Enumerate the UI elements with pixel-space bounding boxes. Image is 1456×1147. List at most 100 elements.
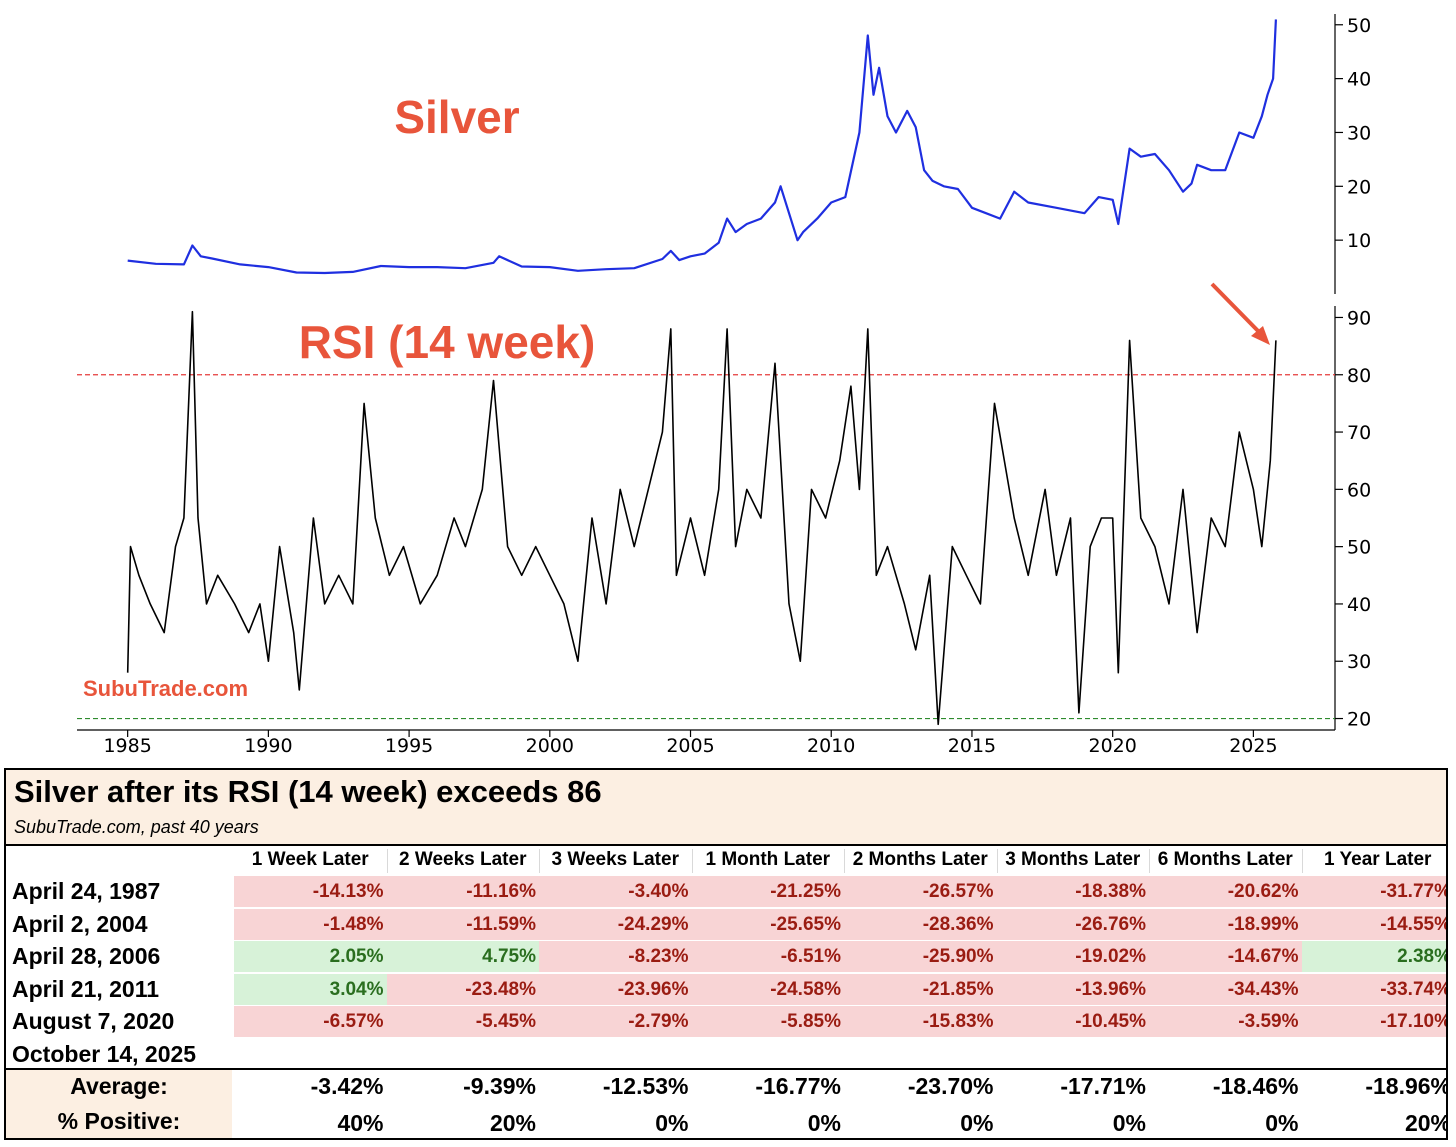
percent-positive-value: 0% bbox=[655, 1110, 689, 1136]
silver-price-line bbox=[127, 19, 1277, 275]
table-cell: -3.40% bbox=[539, 876, 692, 907]
table-cell: -5.45% bbox=[386, 1006, 539, 1038]
column-separator bbox=[1301, 849, 1303, 873]
average-value: -12.53% bbox=[602, 1073, 689, 1099]
x-tick-label: 2005 bbox=[666, 735, 714, 757]
average-value: -23.70% bbox=[907, 1073, 994, 1099]
rsi-y-tick-label: 30 bbox=[1347, 651, 1371, 673]
table-cell: -15.83% bbox=[844, 1006, 997, 1038]
row-date: April 21, 2011 bbox=[12, 975, 160, 1002]
column-header: 2 Weeks Later bbox=[399, 849, 527, 870]
table-cell: -28.36% bbox=[844, 908, 997, 940]
rsi-y-tick-label: 20 bbox=[1347, 709, 1371, 731]
row-date: October 14, 2025 bbox=[12, 1041, 197, 1067]
table-cell: -18.99% bbox=[1149, 908, 1302, 940]
table-cell: 2.05% bbox=[234, 941, 387, 973]
percent-positive-value: 0% bbox=[1112, 1110, 1146, 1136]
x-tick-label: 2000 bbox=[526, 735, 574, 757]
table-cell: 2.38% bbox=[1301, 941, 1446, 973]
x-tick-label: 2020 bbox=[1088, 735, 1136, 757]
average-value: -17.71% bbox=[1060, 1073, 1146, 1099]
table-cell: -18.38% bbox=[996, 876, 1149, 907]
table-cell: -14.55% bbox=[1301, 908, 1446, 940]
table-cell: -26.76% bbox=[996, 908, 1149, 940]
column-header: 1 Year Later bbox=[1324, 849, 1432, 870]
silver-y-tick-label: 30 bbox=[1347, 122, 1371, 144]
column-header: 3 Weeks Later bbox=[551, 849, 679, 870]
summary-label-column bbox=[6, 1070, 232, 1138]
rsi-line bbox=[126, 310, 1277, 726]
summary-divider bbox=[6, 1068, 1446, 1070]
column-header: 1 Month Later bbox=[705, 849, 831, 870]
x-tick-label: 1990 bbox=[244, 735, 292, 757]
rsi-y-tick-label: 90 bbox=[1347, 307, 1371, 329]
row-date: August 7, 2020 bbox=[12, 1008, 175, 1035]
table-cell: -23.96% bbox=[539, 973, 692, 1005]
table-cell: -11.16% bbox=[386, 876, 539, 907]
table-cell: -20.62% bbox=[1149, 876, 1302, 907]
column-separator bbox=[844, 849, 845, 873]
brand-watermark: SubuTrade.com bbox=[83, 676, 248, 701]
column-header: 3 Months Later bbox=[1005, 849, 1141, 870]
rsi-y-tick-label: 40 bbox=[1347, 594, 1371, 616]
silver-rsi-chart: 10 20 30 40 50 20 30 40 50 60 70 80 90 1985 1990 1995 20… bbox=[77, 14, 1371, 757]
silver-y-tick-label: 50 bbox=[1347, 15, 1371, 37]
x-tick-label: 2010 bbox=[807, 735, 855, 757]
percent-positive-value: 0% bbox=[807, 1110, 841, 1136]
average-value: -9.39% bbox=[463, 1073, 536, 1099]
table-cell: -11.59% bbox=[386, 908, 539, 940]
column-separator bbox=[386, 849, 388, 873]
table-cell: -21.25% bbox=[691, 876, 844, 907]
table-cell: -24.29% bbox=[539, 908, 692, 940]
header-divider bbox=[6, 844, 1446, 846]
silver-price-panel bbox=[127, 19, 1277, 275]
percent-positive-value: 0% bbox=[1265, 1110, 1299, 1136]
table-cell: -6.57% bbox=[234, 1006, 387, 1038]
silver-y-tick-label: 20 bbox=[1347, 176, 1371, 198]
average-value: -18.46% bbox=[1212, 1073, 1299, 1099]
column-header: 2 Months Later bbox=[852, 849, 988, 870]
table-cell: -25.65% bbox=[691, 908, 844, 940]
arrow-icon bbox=[1210, 282, 1270, 345]
column-header: 6 Months Later bbox=[1157, 849, 1293, 870]
table-cell: -17.10% bbox=[1301, 1006, 1446, 1038]
table-cell: -14.13% bbox=[234, 876, 387, 907]
rsi-y-tick-label: 50 bbox=[1347, 537, 1371, 559]
column-separator bbox=[1149, 849, 1150, 873]
table-cell: -26.57% bbox=[844, 876, 997, 907]
table-subtitle: SubuTrade.com, past 40 years bbox=[14, 817, 259, 837]
x-tick-label: 1985 bbox=[103, 735, 151, 757]
row-date: April 28, 2006 bbox=[12, 943, 161, 970]
table-header: Silver after its RSI (14 week) exceeds 8… bbox=[6, 770, 1446, 844]
column-separator bbox=[691, 849, 693, 873]
silver-y-tick-label: 40 bbox=[1347, 69, 1371, 91]
results-table: Silver after its RSI (14 week) exceeds 8… bbox=[4, 768, 1448, 1140]
table-cell: -8.23% bbox=[539, 941, 692, 973]
table-cell: -2.79% bbox=[539, 1006, 692, 1038]
average-value: -18.96% bbox=[1365, 1073, 1448, 1099]
silver-y-tick-label: 10 bbox=[1347, 230, 1371, 252]
silver-title: Silver bbox=[394, 91, 519, 143]
percent-positive-label: % Positive: bbox=[57, 1108, 181, 1134]
table-cell: -24.58% bbox=[691, 973, 844, 1005]
table-cell: -23.48% bbox=[386, 973, 539, 1005]
table-cell: -34.43% bbox=[1149, 973, 1302, 1005]
table-cell: -31.77% bbox=[1301, 876, 1446, 907]
percent-positive-value: 20% bbox=[489, 1110, 536, 1136]
x-tick-label: 2015 bbox=[948, 735, 996, 757]
table-title: Silver after its RSI (14 week) exceeds 8… bbox=[14, 774, 602, 809]
table-cell: -3.59% bbox=[1149, 1006, 1302, 1038]
table-cell: -33.74% bbox=[1301, 973, 1446, 1005]
table-cell: -5.85% bbox=[691, 1006, 844, 1038]
table-cell: -10.45% bbox=[996, 1006, 1149, 1038]
table-cell: -21.85% bbox=[844, 973, 997, 1005]
rsi-title: RSI (14 week) bbox=[299, 316, 596, 368]
column-header: 1 Week Later bbox=[251, 849, 369, 870]
table-cell: -14.67% bbox=[1149, 941, 1302, 973]
rsi-panel bbox=[77, 310, 1335, 726]
table-cell: -19.02% bbox=[996, 941, 1149, 973]
rsi-y-tick-label: 60 bbox=[1347, 479, 1371, 501]
percent-positive-value: 0% bbox=[960, 1110, 994, 1136]
rsi-y-tick-label: 80 bbox=[1347, 365, 1371, 387]
axes: 10 20 30 40 50 20 30 40 50 60 70 80 90 1985 1990 1995 20… bbox=[77, 14, 1371, 757]
